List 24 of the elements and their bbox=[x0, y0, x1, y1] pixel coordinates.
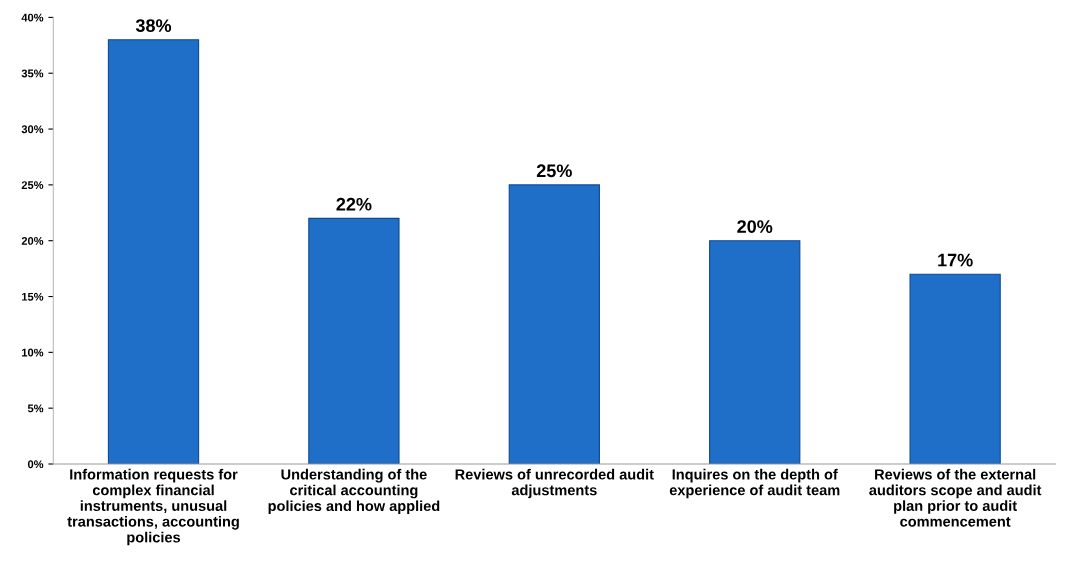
y-tick-label: 25% bbox=[21, 181, 44, 190]
x-tick-label: Inquires on the depth of experience of audit team bbox=[669, 468, 840, 499]
data-label: 20% bbox=[737, 220, 773, 233]
y-tick-label: 35% bbox=[21, 69, 44, 78]
bar bbox=[508, 184, 600, 464]
bar bbox=[709, 240, 801, 464]
data-label: 38% bbox=[135, 19, 172, 33]
bar bbox=[308, 217, 400, 464]
x-tick-label: Reviews of the external auditors scope and audit plan prior to audit commencement bbox=[869, 468, 1042, 527]
x-tick-label: Understanding of the critical accounting policies and how applied bbox=[268, 468, 440, 514]
y-tick-label: 40% bbox=[21, 13, 44, 22]
y-tick-label: 30% bbox=[21, 125, 44, 134]
y-tick-label: 15% bbox=[22, 292, 44, 301]
data-label: 25% bbox=[536, 164, 572, 178]
data-label: 17% bbox=[938, 253, 973, 267]
y-tick-label: 0% bbox=[27, 460, 44, 469]
x-tick-label: Reviews of unrecorded audit adjustments bbox=[455, 468, 654, 499]
data-label: 22% bbox=[336, 197, 372, 211]
bar bbox=[909, 273, 1001, 464]
y-tick-label: 20% bbox=[21, 236, 44, 245]
bar bbox=[107, 39, 200, 464]
y-tick-label: 10% bbox=[22, 348, 44, 357]
x-tick-label: Information requests for complex financial instruments, unusual transactions, accounting policies bbox=[67, 468, 239, 546]
y-tick-label: 5% bbox=[27, 404, 44, 413]
